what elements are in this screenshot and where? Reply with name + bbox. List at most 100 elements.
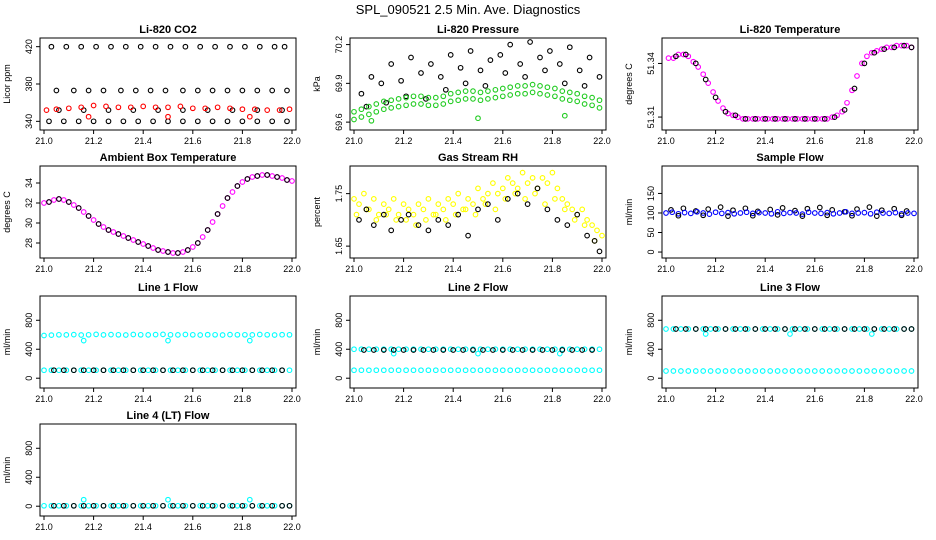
data-point	[485, 201, 491, 207]
x-tick-label: 21.2	[707, 264, 725, 274]
data-point	[56, 107, 62, 113]
plot-frame	[661, 295, 919, 389]
data-point	[351, 367, 357, 374]
data-point	[363, 103, 370, 110]
series-0	[665, 42, 915, 122]
data-point	[403, 346, 409, 353]
data-point	[420, 206, 427, 213]
data-point	[259, 367, 266, 374]
data-point	[150, 118, 156, 125]
data-point	[881, 326, 888, 332]
data-point	[358, 367, 365, 374]
data-point	[140, 367, 147, 374]
data-point	[180, 107, 186, 113]
data-point	[767, 326, 774, 332]
data-point	[212, 331, 218, 338]
data-point	[212, 502, 218, 509]
data-point	[499, 185, 506, 192]
data-point	[130, 237, 137, 243]
data-point	[239, 106, 246, 113]
data-point	[669, 209, 676, 216]
data-point	[856, 368, 863, 374]
data-point	[782, 326, 788, 332]
data-point	[811, 210, 818, 216]
data-point	[361, 347, 367, 353]
data-point	[219, 332, 226, 338]
data-point	[85, 502, 92, 509]
data-point	[373, 367, 380, 374]
data-point	[137, 367, 144, 374]
data-point	[831, 114, 838, 120]
data-point	[692, 368, 699, 374]
data-point	[137, 502, 144, 509]
data-point	[547, 48, 553, 54]
data-point	[581, 222, 588, 228]
data-point	[542, 201, 548, 207]
data-point	[470, 347, 476, 353]
data-point	[234, 183, 241, 189]
data-point	[670, 326, 677, 332]
data-point	[462, 96, 469, 102]
y-tick-label: 150	[646, 186, 656, 201]
data-point	[824, 116, 831, 122]
data-point	[700, 212, 707, 219]
data-point	[705, 206, 712, 212]
data-point	[184, 247, 191, 253]
y-tick-label: 400	[334, 342, 344, 357]
data-point	[829, 114, 836, 120]
data-point	[160, 367, 166, 374]
data-point	[524, 201, 531, 207]
data-point	[744, 326, 751, 332]
data-point	[774, 208, 781, 215]
data-point	[85, 87, 92, 94]
x-tick-label: 21.8	[856, 136, 874, 146]
data-point	[165, 118, 171, 125]
data-point	[286, 331, 293, 338]
data-point	[41, 367, 47, 374]
data-point	[410, 211, 417, 218]
data-point	[286, 367, 293, 374]
data-point	[507, 41, 514, 48]
data-point	[264, 367, 271, 374]
data-point	[663, 368, 669, 374]
data-point	[353, 211, 360, 218]
chart-p3: Li-820 Temperature degrees C 21.0 21.2 21.4 2…	[624, 24, 923, 146]
data-point	[209, 118, 216, 125]
data-point	[60, 502, 67, 509]
data-point	[413, 222, 419, 228]
data-point	[48, 367, 55, 374]
data-point	[219, 203, 226, 209]
data-point	[370, 222, 377, 228]
data-point	[768, 210, 775, 217]
data-point	[180, 502, 186, 509]
data-point	[470, 367, 476, 374]
y-tick-label: 32	[24, 198, 34, 208]
data-point	[732, 112, 739, 119]
data-point	[366, 346, 372, 353]
data-point	[537, 367, 543, 374]
data-point	[492, 367, 499, 374]
x-tick-label: 22.0	[283, 136, 301, 146]
x-tick-label: 22.0	[283, 264, 301, 274]
x-tick-label: 21.6	[806, 394, 824, 404]
data-point	[165, 496, 171, 503]
series-1	[663, 208, 917, 217]
data-point	[680, 51, 687, 58]
data-point	[115, 502, 122, 509]
data-point	[901, 42, 907, 49]
x-tick-label: 21.4	[134, 522, 152, 532]
data-point	[51, 502, 57, 509]
data-point	[694, 208, 700, 215]
series-1	[46, 172, 290, 256]
data-point	[204, 331, 211, 338]
data-point	[189, 331, 196, 338]
x-tick-label: 21.6	[184, 264, 202, 274]
data-point	[539, 175, 546, 181]
data-point	[482, 83, 489, 89]
x-tick-label: 21.6	[184, 522, 202, 532]
data-point	[893, 368, 900, 374]
data-point	[834, 368, 840, 374]
data-point	[202, 105, 209, 112]
data-point	[692, 326, 699, 332]
data-point	[780, 210, 787, 217]
